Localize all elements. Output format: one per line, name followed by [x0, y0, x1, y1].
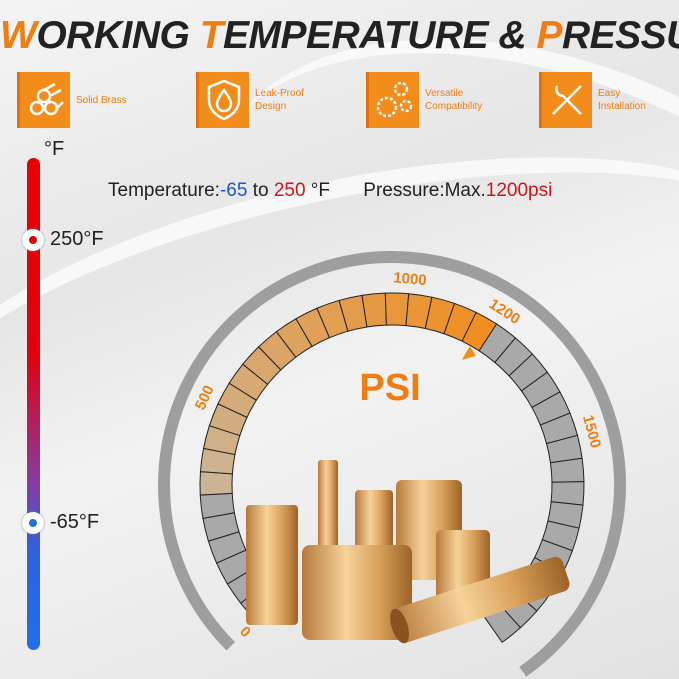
thermometer-unit: °F — [44, 138, 65, 160]
temperature-to: to — [247, 180, 274, 201]
low-temp-label: -65°F — [50, 511, 100, 533]
feature-easy-installation: Easy Installation — [539, 72, 646, 128]
feature-label: Versatile — [425, 88, 464, 99]
temperature-max: 250 — [273, 180, 306, 201]
temperature-unit: °F — [305, 180, 331, 201]
feature-label: Leak-Proof — [255, 88, 304, 99]
title-part: P — [536, 14, 562, 57]
pressure-max: 1200psi — [485, 180, 553, 201]
gauge-outer-ring — [158, 251, 626, 677]
high-temp-marker — [22, 229, 44, 251]
brass-rods-icon — [17, 72, 70, 128]
gears-icon — [366, 72, 419, 128]
specs-line: Temperature:-65 to 250 °F Pressure:Max.1… — [108, 180, 552, 202]
high-temp-label: 250°F — [50, 228, 104, 250]
low-temp-marker — [22, 512, 44, 534]
pressure-label: Pressure:Max. — [363, 180, 486, 201]
gauge-label: 500 — [192, 383, 218, 413]
brass-fittings-image — [246, 460, 570, 644]
temperature-min: -65 — [219, 180, 248, 201]
title-part: W — [0, 14, 37, 57]
feature-versatile: Versatile Compatibility — [366, 72, 482, 128]
temperature-label: Temperature: — [108, 180, 220, 201]
gauge-segment — [199, 471, 233, 496]
title-part: EMPERATURE & — [222, 14, 537, 57]
shield-drop-icon — [196, 72, 249, 128]
gauge-segment — [549, 457, 585, 483]
feature-label: Installation — [598, 101, 646, 112]
feature-solid-brass: Solid Brass — [17, 72, 127, 128]
gauge-unit: PSI — [359, 367, 420, 409]
title-part: ORKING — [36, 14, 200, 57]
gauge-segment — [384, 292, 410, 327]
gauge-label: 1500 — [579, 413, 604, 450]
gauge-segment — [550, 481, 585, 506]
title-part: RESSURE — [561, 14, 679, 57]
title-part: T — [199, 14, 224, 57]
gauge-label: 1000 — [393, 269, 428, 289]
feature-label: Solid Brass — [76, 94, 127, 106]
tools-icon — [539, 72, 592, 128]
feature-label: Compatibility — [425, 101, 483, 112]
feature-label: Easy — [598, 88, 621, 99]
feature-label: Design — [255, 101, 287, 112]
feature-leak-proof: Leak-Proof Design — [196, 72, 304, 128]
gauge-pointer — [461, 345, 476, 360]
page-title: WORKING TEMPERATURE & PRESSURE — [0, 14, 679, 58]
